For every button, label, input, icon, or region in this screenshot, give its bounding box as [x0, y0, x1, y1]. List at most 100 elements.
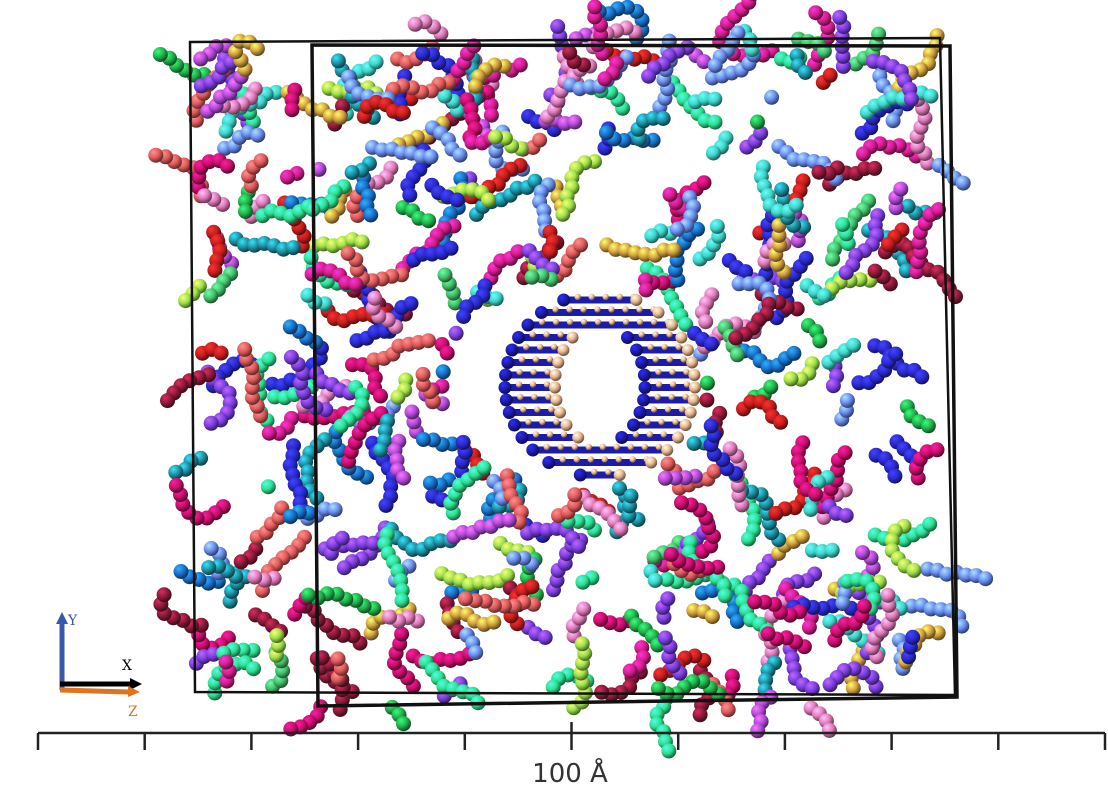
tube-end-atom	[526, 444, 539, 457]
atom	[906, 563, 921, 578]
tube-atom	[547, 431, 553, 437]
tube-atom	[553, 319, 559, 325]
atom	[468, 79, 483, 94]
atom	[416, 367, 431, 382]
atom	[488, 130, 503, 145]
tube-end-atom	[630, 344, 643, 357]
atom	[728, 331, 743, 346]
atom	[795, 529, 810, 544]
atom	[456, 309, 471, 324]
atom	[562, 45, 577, 60]
atom	[697, 175, 712, 190]
z-axis-label: Z	[128, 704, 138, 720]
tube-atom	[537, 344, 543, 350]
atom	[812, 333, 827, 348]
atom	[234, 554, 249, 569]
atom	[382, 610, 397, 625]
atom	[247, 570, 262, 585]
atom	[396, 105, 411, 120]
tube-end-atom	[675, 332, 687, 344]
atom	[394, 627, 409, 642]
tube-end-atom	[512, 331, 525, 344]
tube-end-atom	[637, 394, 650, 407]
atom	[893, 182, 908, 197]
tube-atom	[642, 444, 648, 450]
atom	[888, 347, 903, 362]
atom	[246, 661, 261, 676]
atom	[201, 560, 216, 575]
atom	[798, 65, 813, 80]
tube-atom	[530, 369, 536, 375]
tube-end-atom	[550, 394, 562, 406]
atom	[741, 531, 756, 546]
atom	[438, 268, 453, 283]
tube-atom	[651, 319, 657, 325]
tube-atom	[580, 306, 586, 312]
atom	[905, 630, 920, 645]
atom	[335, 531, 350, 546]
atom	[708, 58, 723, 73]
tube-end-atom	[557, 294, 570, 307]
tube-end-atom	[682, 344, 694, 356]
tube-atom	[517, 394, 523, 400]
tube-atom	[575, 294, 581, 300]
atom	[825, 543, 840, 558]
tube-end-atom	[542, 456, 555, 469]
tube-atom	[628, 444, 634, 450]
atom	[838, 445, 853, 460]
tube-atom	[572, 444, 578, 450]
atom	[416, 432, 431, 447]
tube-end-atom	[516, 431, 529, 444]
atom	[835, 217, 850, 232]
atom	[930, 442, 945, 457]
atom	[408, 17, 423, 32]
tube-atom	[608, 306, 614, 312]
atom	[661, 457, 676, 472]
atom	[597, 71, 612, 86]
tube-end-atom	[552, 357, 564, 369]
tube-end-atom	[522, 319, 535, 332]
tube-atom	[630, 456, 636, 462]
atom	[219, 124, 234, 139]
atom	[453, 148, 468, 163]
tube-end-atom	[686, 357, 698, 369]
atom	[160, 393, 175, 408]
tube-atom	[557, 331, 563, 337]
tube-atom	[547, 356, 553, 362]
atom	[599, 125, 614, 140]
atom	[887, 469, 902, 484]
tube-end-atom	[645, 457, 657, 469]
atom	[660, 591, 675, 606]
tube-atom	[566, 306, 572, 312]
atom	[658, 631, 673, 646]
atom	[486, 615, 501, 630]
atom	[153, 47, 168, 62]
atom	[786, 346, 801, 361]
atom	[538, 630, 553, 645]
atom	[168, 465, 183, 480]
tube-end-atom	[499, 381, 512, 394]
tube-end-atom	[550, 369, 562, 381]
atom	[922, 517, 937, 532]
atom	[373, 443, 388, 458]
atom	[286, 240, 301, 255]
atom	[157, 587, 172, 602]
atom	[653, 667, 668, 682]
atom	[826, 378, 841, 393]
tube-atom	[670, 381, 676, 387]
atom	[687, 436, 702, 451]
tube-atom	[605, 469, 611, 475]
atom	[337, 560, 352, 575]
atom	[220, 159, 235, 174]
atom	[857, 599, 872, 614]
atom	[799, 251, 814, 266]
tube-atom	[581, 319, 587, 325]
tube-atom	[594, 306, 600, 312]
tube-atom	[551, 344, 557, 350]
tube-atom	[675, 344, 681, 350]
atom	[658, 471, 673, 486]
atom	[283, 509, 298, 524]
atom	[331, 651, 346, 666]
tube-atom	[617, 294, 623, 300]
atom	[839, 265, 854, 280]
